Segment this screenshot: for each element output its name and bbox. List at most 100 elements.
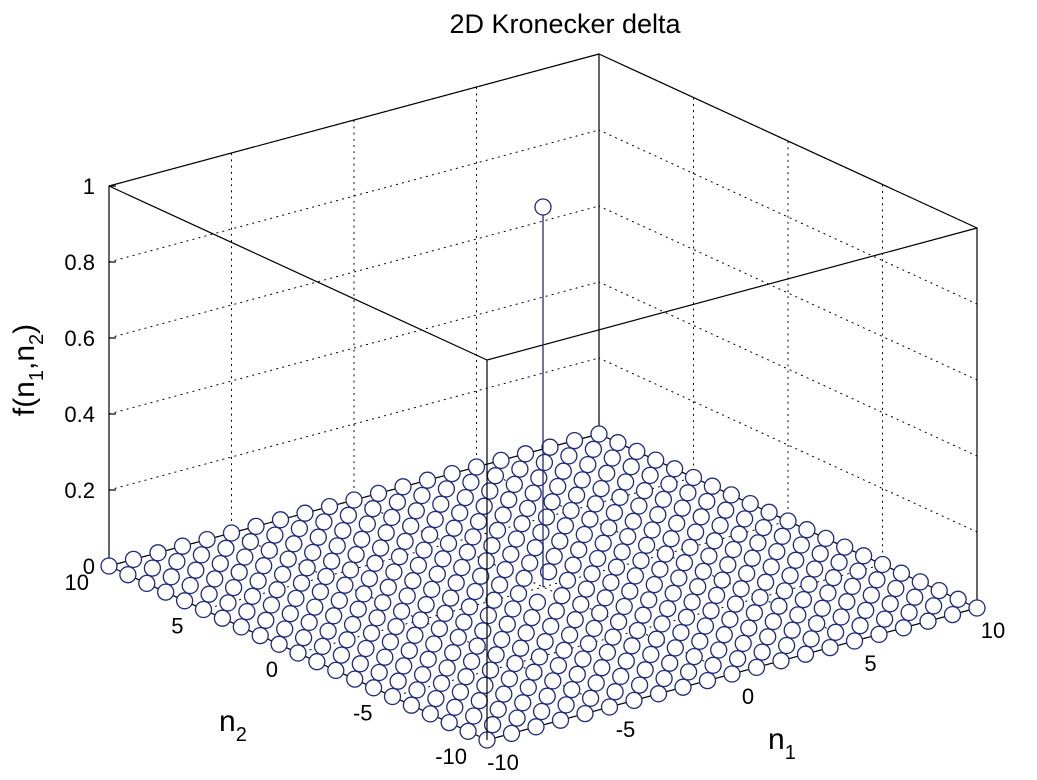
stem-marker: [496, 560, 514, 579]
stem-marker: [255, 557, 273, 575]
stem-marker: [665, 460, 684, 478]
stem-marker: [586, 495, 605, 513]
stem-marker: [516, 445, 535, 463]
stem-marker: [628, 442, 646, 461]
stem-marker: [477, 552, 495, 570]
grid-line-wall-z-a: [598, 357, 978, 533]
stem-marker: [717, 501, 735, 519]
stem-marker: [628, 621, 647, 640]
stem-marker: [268, 581, 286, 599]
stem-marker: [583, 565, 601, 583]
stem-marker: [462, 473, 480, 491]
stem-marker: [590, 425, 608, 443]
stem-marker: [330, 591, 348, 610]
stem-marker: [830, 553, 848, 572]
stem-marker: [173, 537, 192, 555]
stem-marker: [290, 519, 309, 538]
stem-marker: [518, 499, 537, 518]
stem-marker: [260, 541, 278, 560]
stem-marker: [704, 656, 722, 674]
stem-marker: [773, 527, 792, 545]
stem-marker: [632, 551, 650, 570]
stem-marker: [468, 637, 486, 655]
z-tick-label: 0.8: [64, 250, 95, 275]
stem-marker: [649, 506, 667, 524]
stem-marker: [542, 617, 560, 635]
stem-marker: [447, 574, 465, 592]
stem-marker: [455, 613, 473, 631]
stem-marker: [187, 561, 205, 579]
stem-marker: [658, 599, 677, 618]
stem-marker: [309, 528, 327, 546]
z-label-part-3: ): [8, 324, 41, 334]
stem-marker: [593, 659, 611, 677]
stem-marker: [432, 495, 450, 513]
stem-marker: [143, 559, 162, 577]
stem-marker: [313, 637, 332, 656]
stem-marker: [353, 530, 371, 548]
stem-marker: [691, 632, 709, 650]
stem-marker: [472, 567, 490, 585]
stem-marker: [756, 573, 775, 591]
stem-marker: [339, 506, 358, 524]
stem-marker: [465, 707, 483, 725]
stem-marker: [370, 663, 388, 682]
stem-marker: [511, 639, 530, 657]
stem-marker: [390, 548, 409, 566]
stem-marker: [417, 596, 435, 614]
stem-marker: [462, 652, 481, 671]
stem-marker: [754, 518, 773, 537]
stem-marker: [826, 623, 845, 641]
stem-marker: [276, 620, 294, 638]
x-tick-label: 5: [864, 651, 876, 676]
stem-marker: [653, 615, 671, 633]
stem-marker: [247, 517, 265, 536]
z-axis-label: f(n1,n2): [8, 324, 48, 416]
stem-marker: [532, 702, 551, 721]
stem-marker: [486, 467, 505, 485]
stem-marker: [488, 521, 507, 539]
stem-marker: [651, 560, 669, 578]
stem-marker: [851, 617, 869, 635]
stem-marker: [474, 622, 492, 640]
stem-marker: [317, 567, 335, 586]
stem-marker: [498, 615, 516, 633]
stem-marker: [630, 676, 649, 694]
stem-marker: [881, 595, 899, 613]
stem-marker: [539, 563, 558, 581]
stem-marker: [279, 550, 297, 568]
stem-marker: [338, 631, 356, 649]
stem-marker: [713, 571, 731, 589]
stem-marker: [281, 605, 299, 623]
stem-marker: [315, 513, 333, 531]
stem-marker: [502, 545, 520, 563]
stem-marker: [441, 589, 460, 607]
stem-marker: [319, 622, 337, 640]
stem-marker: [387, 617, 405, 636]
stem-marker: [686, 523, 705, 541]
stem-marker: [655, 669, 673, 688]
stem-marker: [395, 657, 413, 675]
stem-marker: [357, 639, 375, 658]
stem-marker: [591, 604, 609, 622]
stem-marker: [551, 711, 570, 729]
stem-marker: [415, 541, 433, 559]
stem-marker: [674, 678, 692, 696]
x-tick-label: 10: [981, 618, 1005, 643]
stem-marker: [677, 608, 696, 626]
axes-box-edge: [598, 53, 978, 229]
stem-marker: [613, 543, 631, 561]
stem-marker: [698, 492, 716, 511]
stem-marker: [485, 591, 503, 609]
stem-marker: [622, 458, 640, 476]
stem-marker: [325, 607, 343, 625]
stem-marker: [413, 665, 432, 684]
stem-marker: [257, 611, 275, 629]
stem-marker: [836, 538, 854, 556]
stem-marker: [862, 586, 880, 604]
stem-marker: [451, 683, 470, 701]
stem-marker: [369, 484, 388, 503]
stem-marker: [724, 540, 743, 559]
stem-marker: [525, 663, 543, 681]
stem-marker: [787, 551, 805, 569]
